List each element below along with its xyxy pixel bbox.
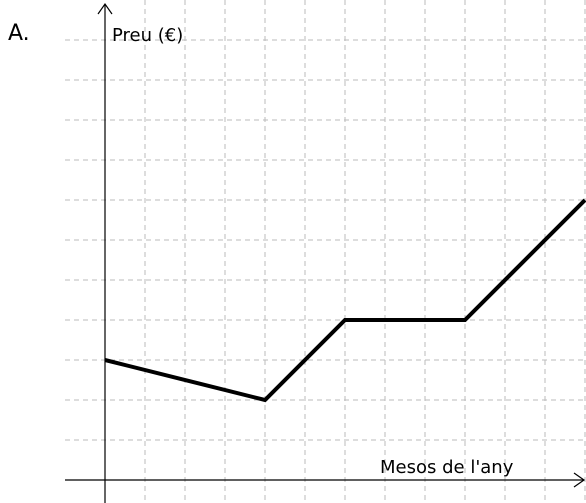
x-axis-label: Mesos de l'any	[380, 457, 514, 478]
y-axis-arrow	[97, 2, 113, 15]
y-axis-label: Preu (€)	[112, 25, 183, 46]
x-axis-arrow	[573, 472, 586, 488]
panel-label: A.	[8, 21, 30, 46]
axes	[65, 2, 586, 503]
price-line	[104, 198, 586, 403]
grid	[65, 0, 586, 503]
